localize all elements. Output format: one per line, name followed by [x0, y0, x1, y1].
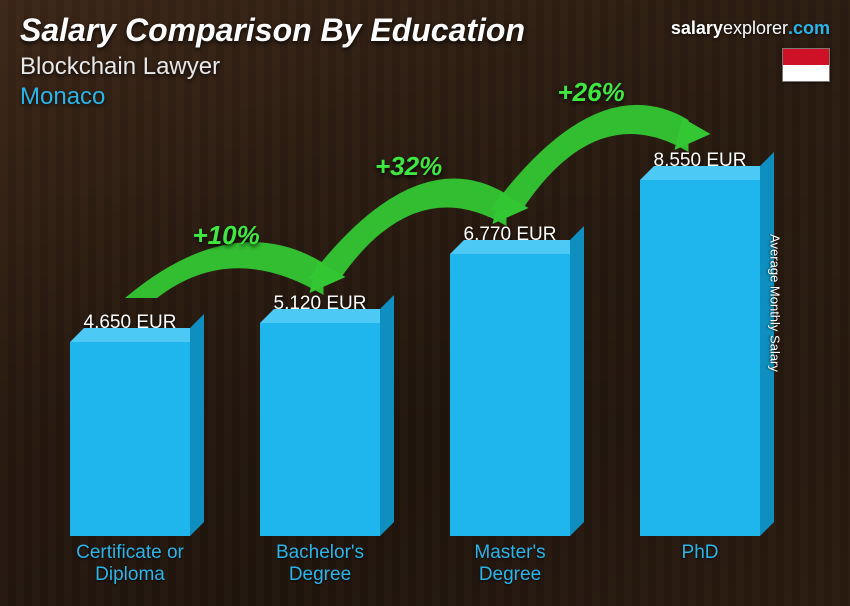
x-labels-container: Certificate orDiploma Bachelor'sDegree Mas…: [40, 542, 790, 586]
x-axis-label: PhD: [620, 542, 780, 586]
brand-logo: salaryexplorer.com: [671, 18, 830, 39]
chart-subtitle: Blockchain Lawyer: [20, 53, 830, 81]
brand-name-bold: salary: [671, 18, 723, 38]
bar: [70, 342, 190, 536]
country-flag-icon: [782, 48, 830, 82]
chart-country: Monaco: [20, 83, 830, 111]
flag-stripe-bottom: [783, 65, 829, 81]
brand-tld: .com: [788, 18, 830, 38]
x-axis-label: Certificate orDiploma: [50, 542, 210, 586]
x-axis-label: Master'sDegree: [430, 542, 590, 586]
increase-pct-label: +32%: [375, 151, 442, 182]
y-axis-label: Average Monthly Salary: [768, 234, 783, 372]
brand-name-rest: explorer: [723, 18, 788, 38]
bar-wrap: 4,650 EUR: [50, 140, 210, 536]
x-axis-label: Bachelor'sDegree: [240, 542, 400, 586]
flag-stripe-top: [783, 49, 829, 65]
increase-pct-label: +10%: [193, 220, 260, 251]
bar: [260, 323, 380, 536]
